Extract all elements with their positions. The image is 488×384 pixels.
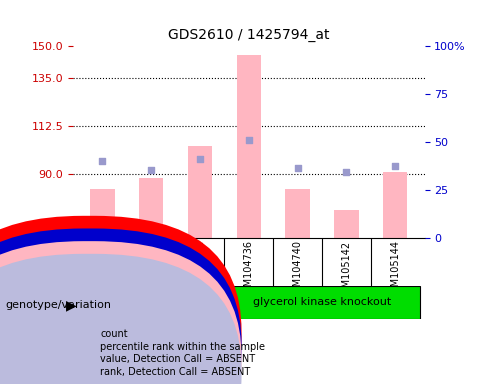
Text: count: count: [100, 329, 128, 339]
Text: genotype/variation: genotype/variation: [5, 300, 111, 310]
Point: [294, 165, 302, 171]
Bar: [237, 55, 261, 238]
Point: [245, 137, 253, 143]
Bar: [78, 286, 224, 319]
Point: [147, 167, 155, 173]
Point: [391, 162, 399, 169]
Text: GSM104738: GSM104738: [98, 240, 107, 300]
Text: GSM104740: GSM104740: [293, 240, 303, 300]
Bar: [139, 178, 163, 238]
Text: ▶: ▶: [66, 298, 77, 312]
Bar: [188, 146, 212, 238]
Point: [343, 169, 350, 175]
Text: GSM104736: GSM104736: [244, 240, 254, 300]
Text: GSM105144: GSM105144: [390, 240, 400, 300]
Bar: [224, 286, 420, 319]
Bar: [285, 189, 310, 238]
Text: percentile rank within the sample: percentile rank within the sample: [100, 342, 265, 352]
Bar: [383, 172, 407, 238]
Point: [99, 158, 106, 164]
Text: rank, Detection Call = ABSENT: rank, Detection Call = ABSENT: [100, 367, 250, 377]
Text: GSM105141: GSM105141: [195, 240, 205, 300]
Text: GSM105142: GSM105142: [342, 240, 351, 300]
Text: value, Detection Call = ABSENT: value, Detection Call = ABSENT: [100, 354, 255, 364]
Point: [196, 156, 204, 162]
Text: glycerol kinase knockout: glycerol kinase knockout: [253, 297, 391, 308]
Bar: [90, 189, 115, 238]
Bar: [334, 210, 359, 238]
Text: GSM105140: GSM105140: [146, 240, 156, 300]
Text: wild-type: wild-type: [125, 297, 177, 308]
Title: GDS2610 / 1425794_at: GDS2610 / 1425794_at: [168, 28, 329, 42]
